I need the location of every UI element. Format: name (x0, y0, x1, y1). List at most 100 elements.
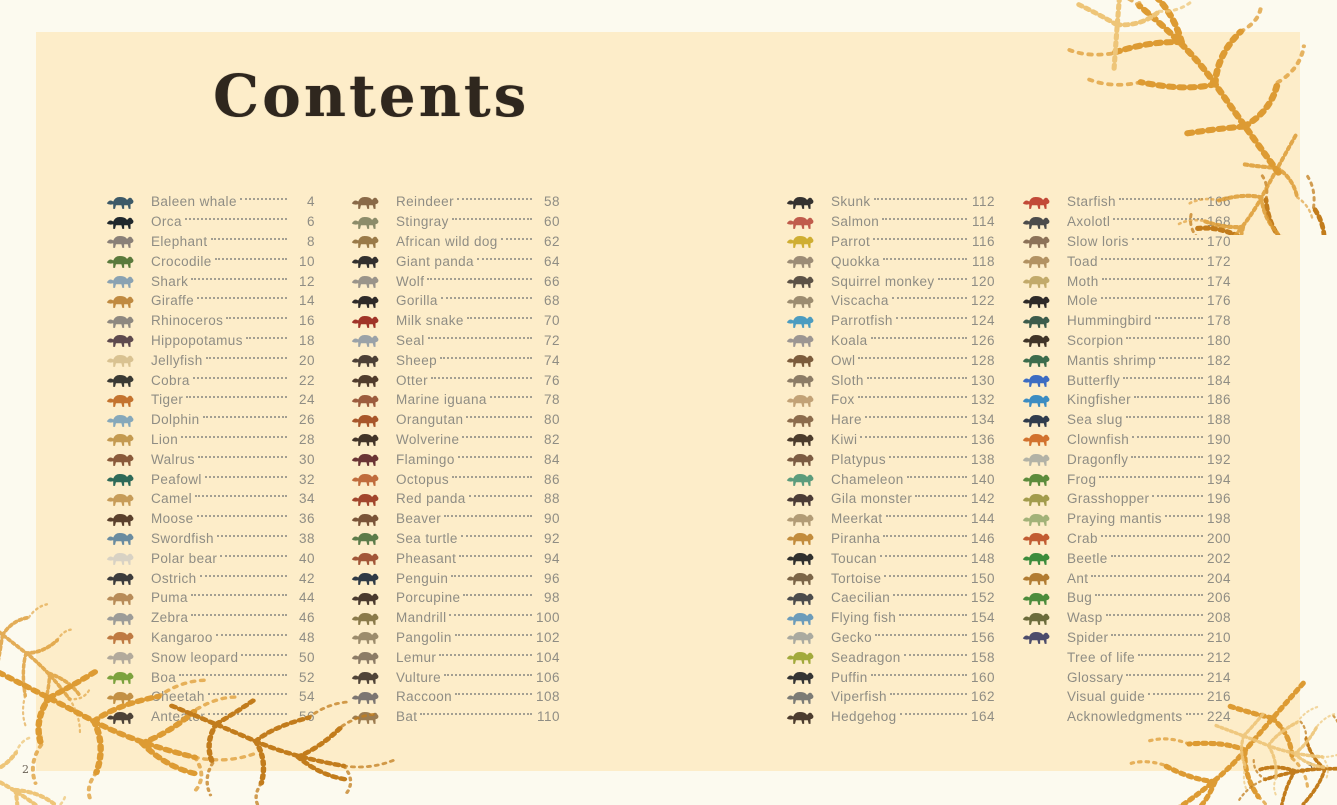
dotted-leader (431, 376, 532, 379)
crocodile-icon (99, 252, 141, 270)
crab-icon (1015, 529, 1057, 547)
toc-entry: Rhinoceros 16 (99, 311, 315, 331)
toc-entry: Sloth 130 (779, 370, 995, 390)
toc-entry: Shark 12 (99, 271, 315, 291)
toc-entry-label: Seal (396, 332, 425, 348)
dotted-leader (1095, 594, 1203, 597)
toc-entry-page: 140 (970, 471, 995, 487)
sea-turtle-icon (344, 529, 386, 547)
toc-entry: Kangaroo 48 (99, 628, 315, 648)
toc-entry: Swordfish 38 (99, 529, 315, 549)
toc-entry-label: Seadragon (831, 649, 901, 665)
toc-entry-label: Octopus (396, 471, 450, 487)
toc-entry-page: 30 (298, 451, 315, 467)
toc-entry-label: Bat (396, 709, 418, 725)
dotted-leader (226, 317, 287, 320)
toc-entry: Marine iguana 78 (344, 390, 560, 410)
toc-entry-label: Hippopotamus (151, 332, 243, 348)
moth-icon (1015, 272, 1057, 290)
toc-entry: Seadragon 158 (779, 647, 995, 667)
toc-entry-page: 6 (306, 214, 315, 230)
jellyfish-icon (99, 351, 141, 369)
toc-entry-page: 60 (543, 214, 560, 230)
toc-entry: Hummingbird 178 (1015, 311, 1231, 331)
toc-entry-page: 16 (298, 313, 315, 329)
toc-entry-page: 56 (298, 709, 315, 725)
dotted-leader (454, 633, 532, 636)
toc-entry-label: Wolverine (396, 431, 460, 447)
toc-entry: Sheep 74 (344, 350, 560, 370)
dotted-leader (857, 396, 967, 399)
toc-entry: Ant 204 (1015, 568, 1231, 588)
toc-entry-page: 76 (543, 372, 560, 388)
toc-entry-page: 188 (1206, 412, 1231, 428)
toc-entry-page: 14 (298, 293, 315, 309)
toc-entry-label: Moth (1067, 273, 1099, 289)
dotted-leader (1164, 515, 1203, 518)
toc-entry: Camel 34 (99, 489, 315, 509)
dotted-leader (873, 237, 967, 240)
dotted-leader (1131, 237, 1203, 240)
toc-entry: Koala 126 (779, 331, 995, 351)
sloth-icon (779, 371, 821, 389)
toc-entry-page: 152 (970, 590, 995, 606)
skunk-icon (779, 193, 821, 211)
toc-entry: Hippopotamus 18 (99, 331, 315, 351)
toc-entry-label: Acknowledgments (1067, 709, 1183, 725)
toc-entry: Piranha 146 (779, 529, 995, 549)
toc-entry-label: Orangutan (396, 412, 464, 428)
toc-entry: Penguin 96 (344, 568, 560, 588)
starfish-icon (1015, 193, 1057, 211)
dotted-leader (1134, 396, 1203, 399)
toc-entry: Vulture 106 (344, 667, 560, 687)
toc-entry-label: Wasp (1067, 610, 1103, 626)
dotted-leader (186, 396, 287, 399)
toc-entry-label: Parrot (831, 233, 871, 249)
toc-entry-page: 18 (298, 332, 315, 348)
raccoon-icon (344, 688, 386, 706)
stingray-icon (344, 213, 386, 231)
toc-entry-page: 110 (536, 709, 560, 725)
dotted-leader (895, 317, 967, 320)
gila-monster-icon (779, 490, 821, 508)
toc-entry-label: Starfish (1067, 194, 1116, 210)
gorilla-icon (344, 292, 386, 310)
meerkat-icon (779, 510, 821, 528)
toc-entry: Gila monster 142 (779, 489, 995, 509)
toc-entry: Wolf 66 (344, 271, 560, 291)
toc-entry-page: 200 (1206, 530, 1231, 546)
dotted-leader (885, 515, 967, 518)
toc-entry-label: Boa (151, 669, 177, 685)
toc-entry-label: Beaver (396, 511, 442, 527)
toc-entry: Bug 206 (1015, 588, 1231, 608)
toc-entry-label: Pheasant (396, 550, 457, 566)
toc-entry: Polar bear 40 (99, 548, 315, 568)
dotted-leader (455, 693, 532, 696)
toc-entry-page: 160 (970, 669, 995, 685)
dotted-leader (420, 713, 532, 716)
toc-entry-page: 196 (1206, 491, 1231, 507)
toc-entry-page: 168 (1206, 214, 1231, 230)
toc-entry: Giant panda 64 (344, 251, 560, 271)
toc-entry: Slow loris 170 (1015, 232, 1231, 252)
dotted-leader (1113, 218, 1203, 221)
dotted-leader (866, 376, 967, 379)
toc-entry-label: Parrotfish (831, 313, 893, 329)
toc-entry-page: 58 (543, 194, 560, 210)
toc-entry-label: Toucan (831, 550, 877, 566)
toc-entry-label: Mole (1067, 293, 1098, 309)
dotted-leader (197, 297, 287, 300)
marine-iguana-icon (344, 391, 386, 409)
dotted-leader (1099, 475, 1203, 478)
toc-entry-label: Raccoon (396, 689, 453, 705)
toc-entry: Grasshopper 196 (1015, 489, 1231, 509)
dotted-leader (241, 653, 287, 656)
dotted-leader (215, 633, 287, 636)
toc-entry: Cobra 22 (99, 370, 315, 390)
toc-entry-page: 172 (1206, 253, 1231, 269)
toc-entry-label: Kangaroo (151, 629, 213, 645)
toc-entry-page: 206 (1206, 590, 1231, 606)
toc-entry: Butterfly 184 (1015, 370, 1231, 390)
toc-entry-page: 36 (298, 511, 315, 527)
dotted-leader (1159, 356, 1203, 359)
